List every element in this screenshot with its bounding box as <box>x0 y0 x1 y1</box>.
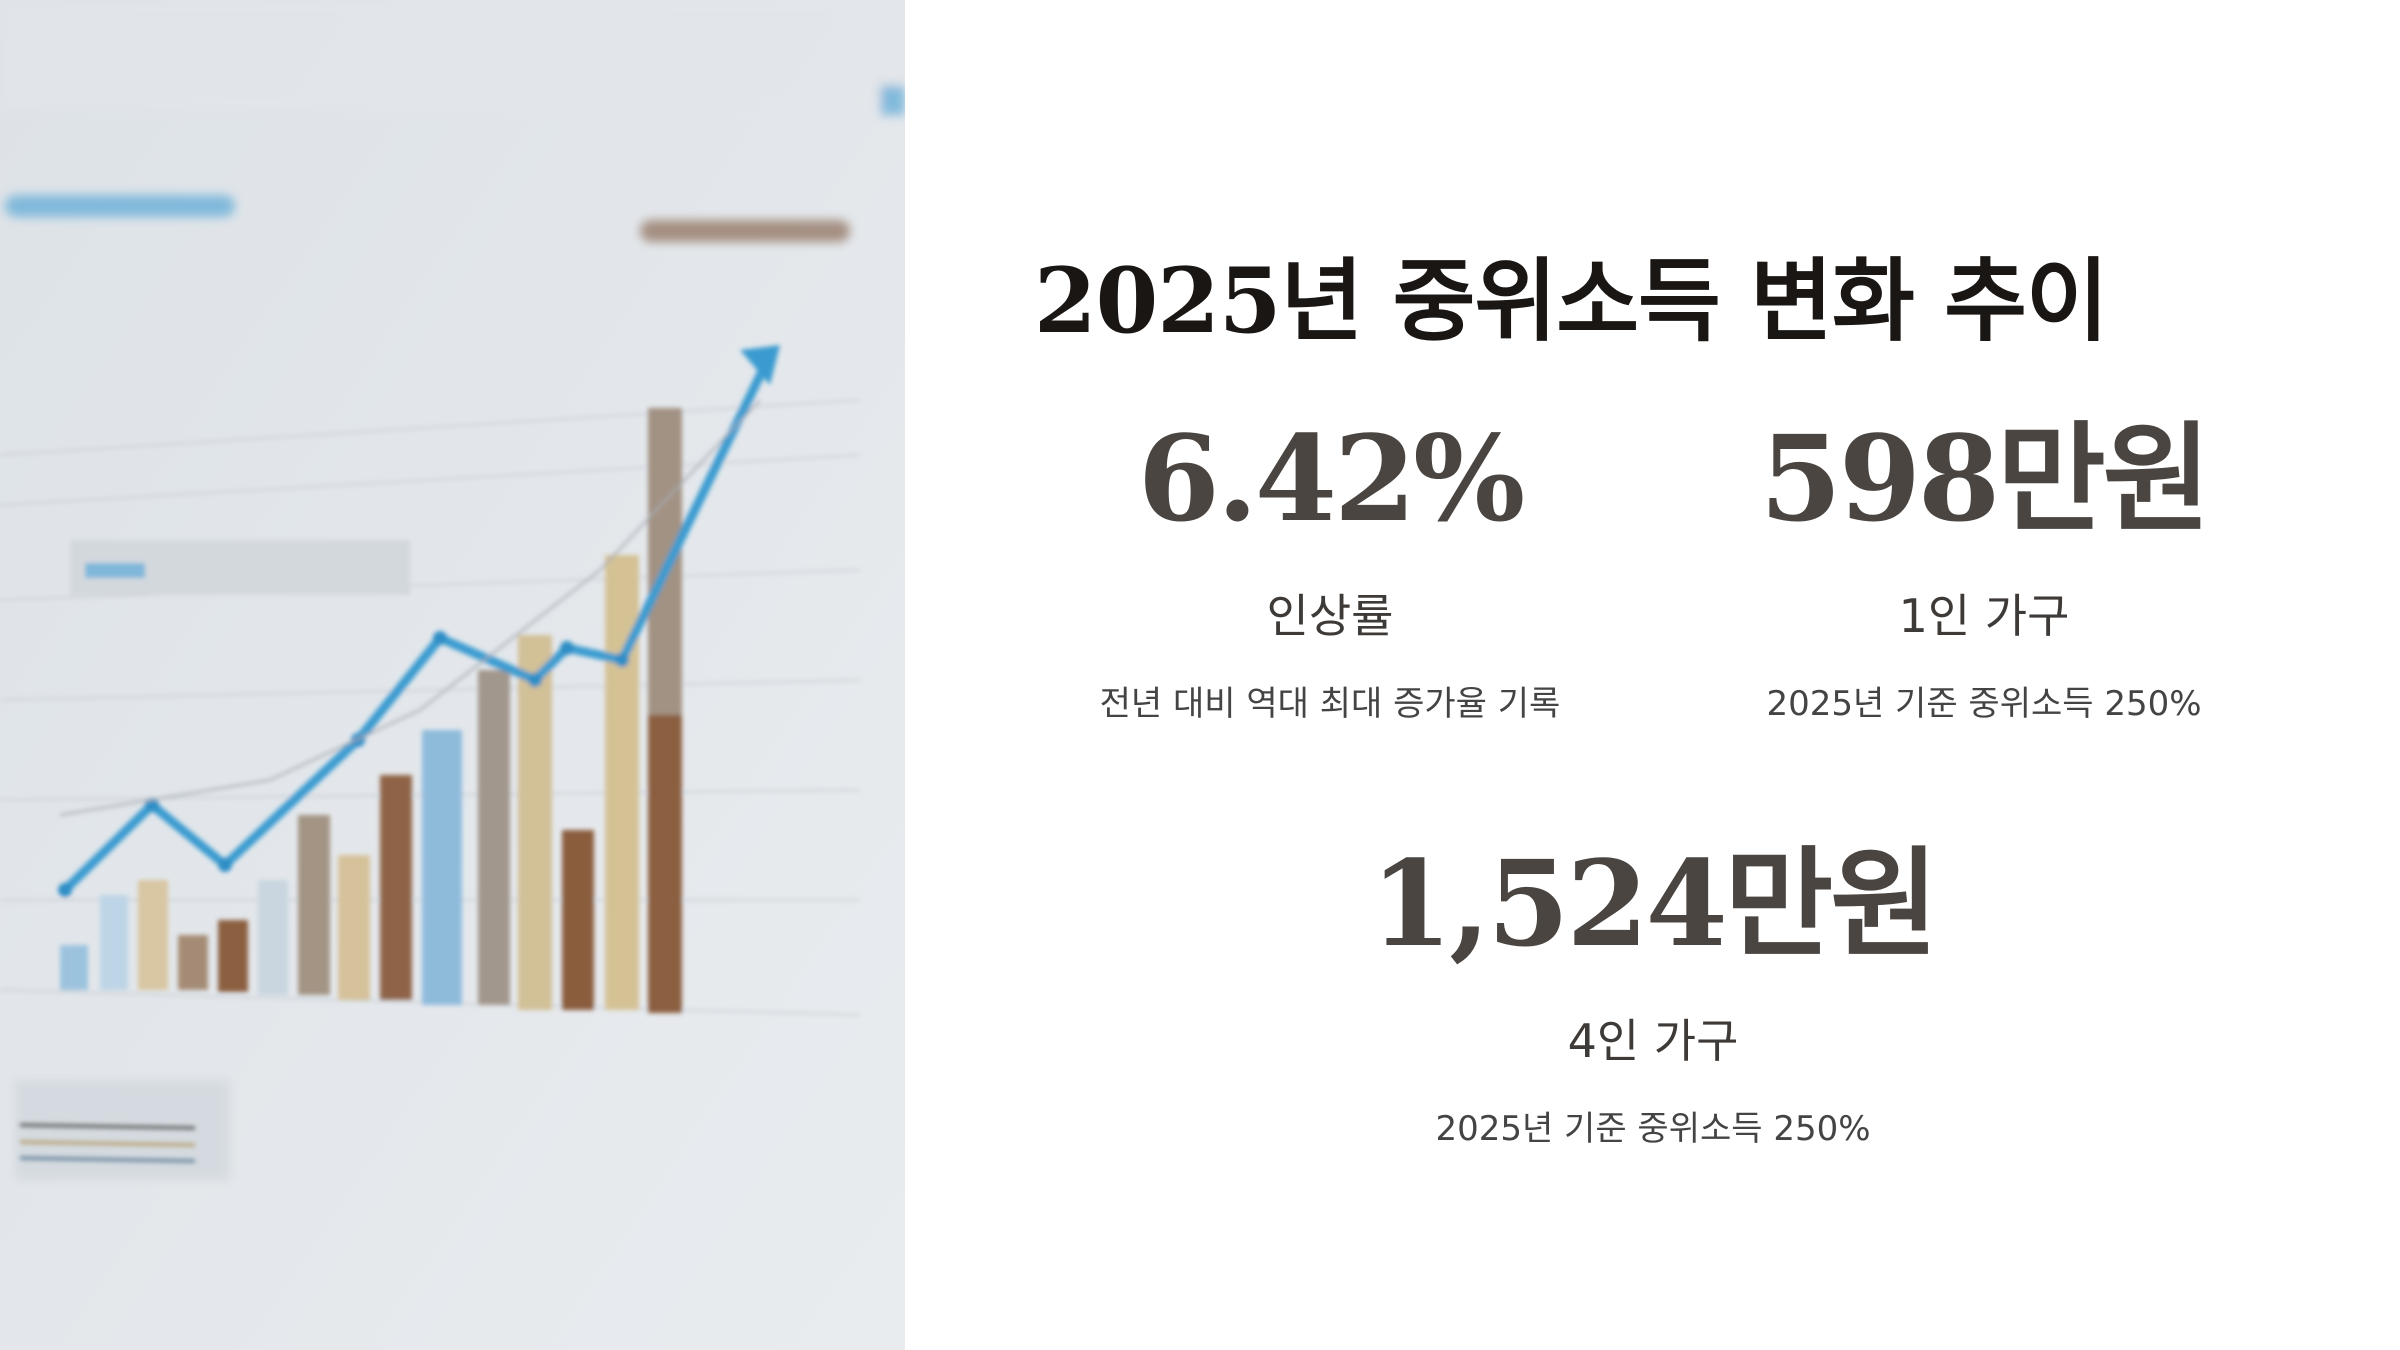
stat-card: 6.42% 인상률 전년 대비 역대 최대 증가율 기록 <box>950 420 1710 725</box>
stat-label: 4인 가구 <box>1567 1014 1739 1068</box>
stat-card: 1,524만원 4인 가구 2025년 기준 중위소득 250% <box>1273 845 2033 1150</box>
stat-description: 2025년 기준 중위소득 250% <box>1766 684 2202 724</box>
stat-value: 6.42% <box>1137 409 1526 548</box>
stat-value: 598만원 <box>1759 409 2211 548</box>
stat-value: 1,524만원 <box>1370 834 1939 973</box>
title: 2025년 중위소득 변화 추이 <box>1034 248 2109 354</box>
stat-label: 1인 가구 <box>1898 589 2070 643</box>
chart-photo <box>0 0 905 1350</box>
stat-description: 2025년 기준 중위소득 250% <box>1435 1109 1871 1149</box>
stat-label: 인상률 <box>1266 589 1394 643</box>
stat-description: 전년 대비 역대 최대 증가율 기록 <box>1099 684 1561 724</box>
stat-card: 598만원 1인 가구 2025년 기준 중위소득 250% <box>1604 420 2364 725</box>
